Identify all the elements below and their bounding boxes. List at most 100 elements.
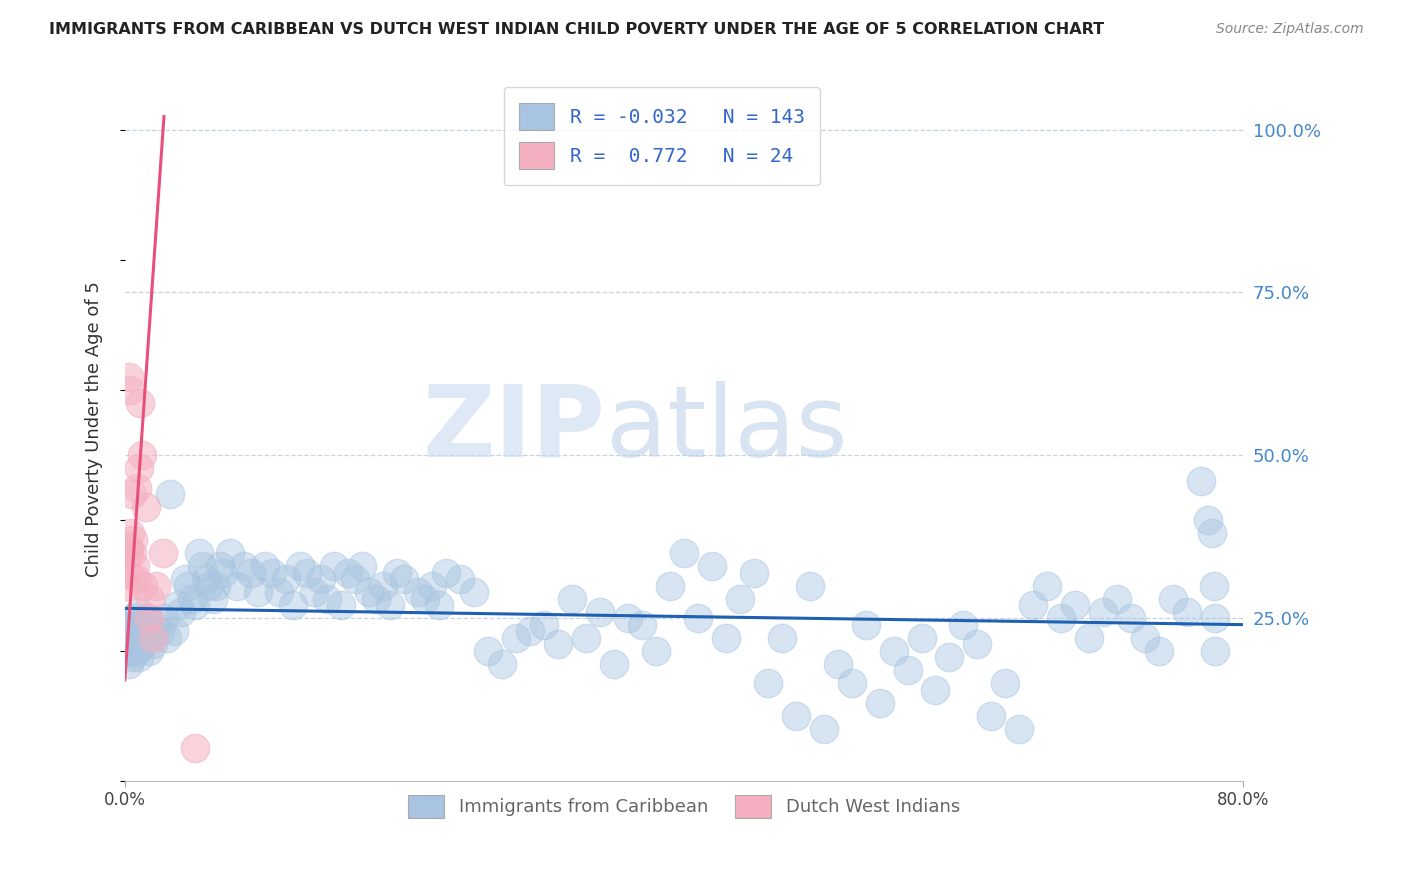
Point bbox=[239, 566, 262, 580]
Point bbox=[135, 631, 157, 645]
Point bbox=[316, 591, 339, 606]
Point bbox=[127, 643, 149, 657]
Point bbox=[742, 566, 765, 580]
Text: ZIP: ZIP bbox=[423, 381, 606, 478]
Point bbox=[966, 637, 988, 651]
Point bbox=[163, 624, 186, 639]
Point bbox=[924, 682, 946, 697]
Point bbox=[149, 624, 172, 639]
Point bbox=[129, 631, 152, 645]
Point bbox=[124, 559, 146, 574]
Point bbox=[980, 709, 1002, 723]
Point bbox=[952, 617, 974, 632]
Point bbox=[211, 566, 233, 580]
Point bbox=[134, 624, 156, 639]
Point bbox=[124, 624, 146, 639]
Point bbox=[141, 631, 163, 645]
Point bbox=[218, 546, 240, 560]
Point bbox=[491, 657, 513, 671]
Point bbox=[728, 591, 751, 606]
Point bbox=[183, 741, 205, 756]
Point bbox=[617, 611, 640, 625]
Point bbox=[1202, 578, 1225, 592]
Point bbox=[380, 598, 402, 612]
Point bbox=[118, 370, 141, 384]
Point bbox=[127, 481, 149, 495]
Point bbox=[799, 578, 821, 592]
Point bbox=[1050, 611, 1073, 625]
Point bbox=[115, 578, 138, 592]
Point bbox=[281, 598, 304, 612]
Point bbox=[994, 676, 1017, 690]
Point bbox=[1064, 598, 1087, 612]
Point bbox=[194, 572, 217, 586]
Point bbox=[1121, 611, 1143, 625]
Point bbox=[122, 611, 145, 625]
Point bbox=[1092, 605, 1115, 619]
Point bbox=[120, 643, 142, 657]
Point bbox=[201, 591, 224, 606]
Point bbox=[896, 663, 918, 677]
Point bbox=[142, 631, 165, 645]
Point bbox=[519, 624, 541, 639]
Point bbox=[330, 598, 353, 612]
Point bbox=[121, 487, 143, 501]
Point bbox=[156, 631, 179, 645]
Point bbox=[352, 559, 374, 574]
Point bbox=[434, 566, 457, 580]
Point bbox=[121, 650, 143, 665]
Point bbox=[120, 383, 142, 397]
Point bbox=[138, 643, 160, 657]
Point bbox=[128, 605, 150, 619]
Point bbox=[127, 631, 149, 645]
Point bbox=[139, 591, 162, 606]
Point bbox=[658, 578, 681, 592]
Point bbox=[145, 617, 167, 632]
Point bbox=[190, 559, 212, 574]
Point bbox=[756, 676, 779, 690]
Point bbox=[117, 540, 139, 554]
Point bbox=[323, 559, 346, 574]
Point bbox=[121, 624, 143, 639]
Point bbox=[1022, 598, 1045, 612]
Point bbox=[117, 643, 139, 657]
Point bbox=[302, 585, 325, 599]
Point bbox=[1204, 611, 1226, 625]
Point bbox=[366, 591, 388, 606]
Point bbox=[463, 585, 485, 599]
Point bbox=[138, 611, 160, 625]
Point bbox=[274, 572, 297, 586]
Text: Source: ZipAtlas.com: Source: ZipAtlas.com bbox=[1216, 22, 1364, 37]
Point bbox=[295, 566, 318, 580]
Point bbox=[869, 696, 891, 710]
Point bbox=[938, 650, 960, 665]
Point bbox=[125, 631, 148, 645]
Point bbox=[253, 559, 276, 574]
Point bbox=[142, 637, 165, 651]
Point bbox=[387, 566, 409, 580]
Point bbox=[129, 396, 152, 410]
Point bbox=[225, 578, 247, 592]
Point bbox=[128, 461, 150, 475]
Point bbox=[714, 631, 737, 645]
Point bbox=[139, 624, 162, 639]
Point bbox=[589, 605, 612, 619]
Point bbox=[686, 611, 709, 625]
Point bbox=[813, 722, 835, 736]
Point bbox=[1161, 591, 1184, 606]
Point bbox=[122, 637, 145, 651]
Point bbox=[153, 611, 176, 625]
Point bbox=[208, 559, 231, 574]
Point bbox=[174, 572, 197, 586]
Point bbox=[645, 643, 668, 657]
Point bbox=[603, 657, 626, 671]
Point bbox=[145, 578, 167, 592]
Point bbox=[408, 585, 430, 599]
Point bbox=[124, 643, 146, 657]
Point bbox=[183, 598, 205, 612]
Point bbox=[267, 585, 290, 599]
Point bbox=[427, 598, 450, 612]
Point bbox=[841, 676, 863, 690]
Point bbox=[855, 617, 877, 632]
Point bbox=[1147, 643, 1170, 657]
